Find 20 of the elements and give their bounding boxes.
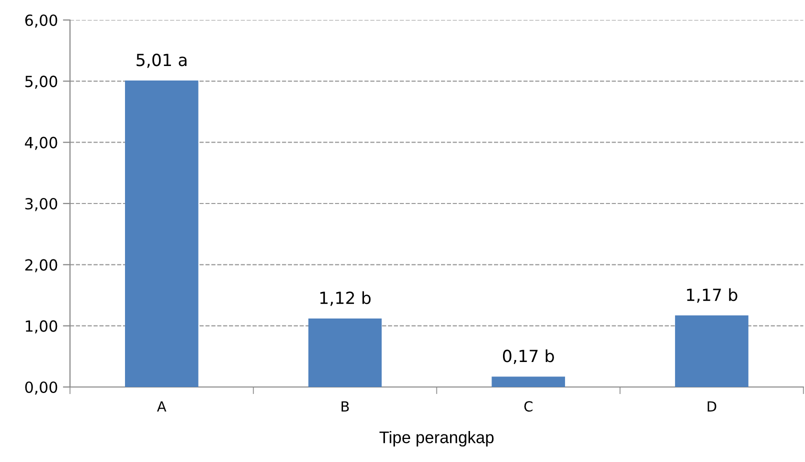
data-label: 0,17 b [502,349,554,364]
data-label: 5,01 a [136,54,186,68]
x-tick-label: B [342,401,349,412]
y-tick-label: 0,00 [25,381,58,395]
y-tick-label: 2,00 [25,259,58,272]
bar [125,80,198,387]
y-tick-label: 3,00 [25,198,58,212]
y-tick-label: 6,00 [25,14,58,28]
bar [675,315,748,387]
data-label: 1,17 b [687,288,738,303]
x-tick-label: A [157,401,166,412]
x-tick-label: D [708,401,716,412]
x-tick-label: C [524,401,532,412]
bar [492,376,566,387]
y-tick-label: 1,00 [26,320,58,334]
y-tick-label: 4,00 [24,136,58,150]
bar [308,318,382,387]
x-axis-title: Tipe perangkap [379,430,494,447]
y-tick-label: 5,00 [25,76,58,89]
data-label: 1,12 b [320,291,371,306]
